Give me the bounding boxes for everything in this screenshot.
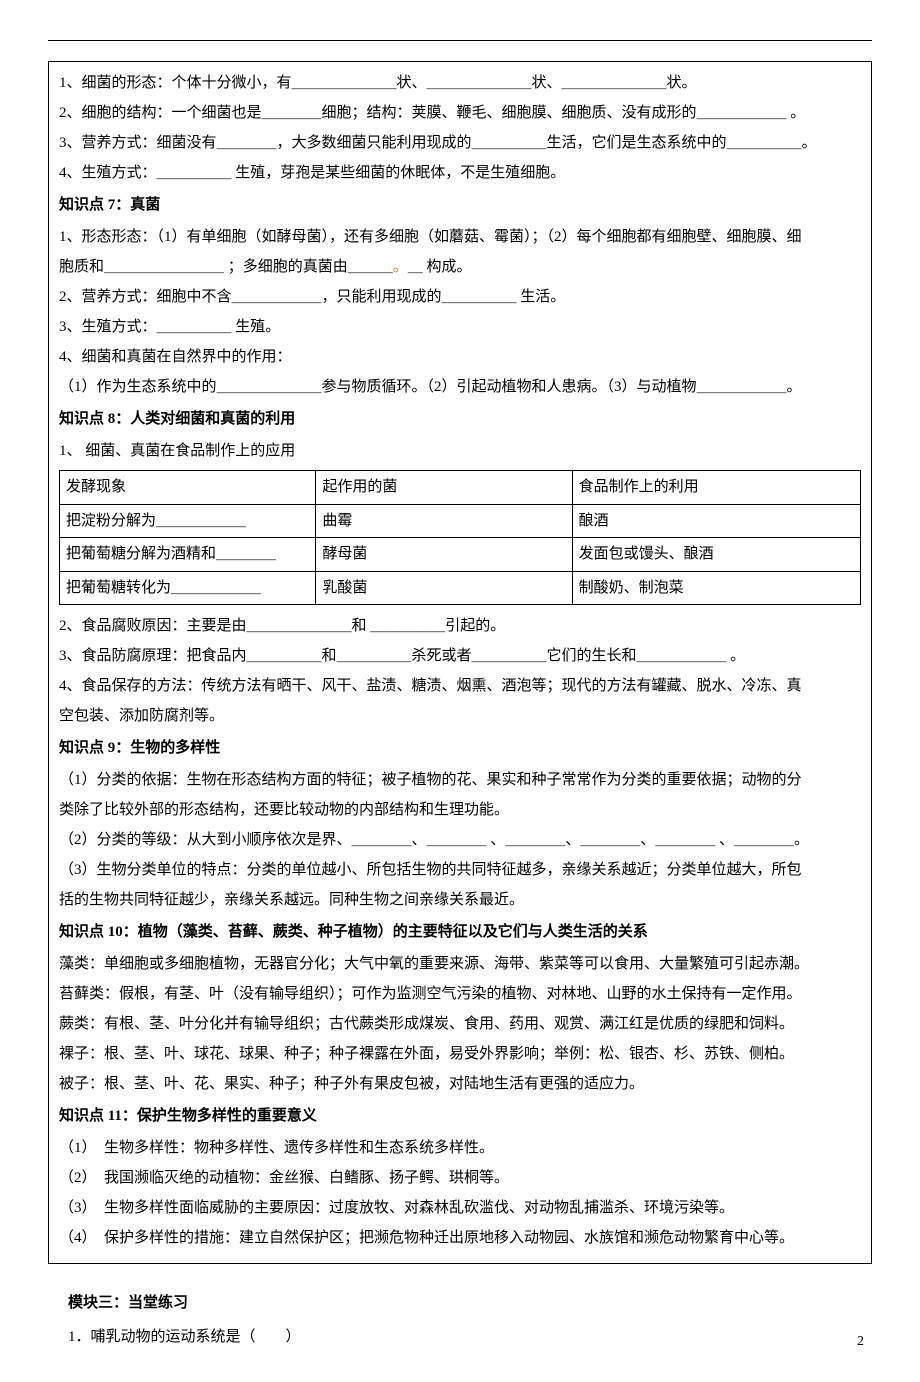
text-line: 苔藓类：假根，有茎、叶（没有输导组织）；可作为监测空气污染的植物、对林地、山野的… (59, 979, 861, 1009)
top-rule (48, 40, 872, 41)
table-cell: 发面包或馒头、酿酒 (572, 538, 860, 572)
text-line: 1、形态形态：（1）有单细胞（如酵母菌），还有多细胞（如蘑菇、霉菌）；（2）每个… (59, 222, 861, 252)
content-box: 1、细菌的形态：个体十分微小，有＿＿＿＿＿＿＿状、＿＿＿＿＿＿＿状、＿＿＿＿＿＿… (48, 61, 872, 1264)
table-header-cell: 起作用的菌 (316, 471, 572, 505)
table-header-cell: 食品制作上的利用 (572, 471, 860, 505)
text-line: 4、生殖方式：＿＿＿＿＿ 生殖，芽孢是某些细菌的休眠体，不是生殖细胞。 (59, 158, 861, 188)
text-line: 胞质和＿＿＿＿＿＿＿＿ ；多细胞的真菌由＿＿＿。＿ 构成。 (59, 252, 861, 282)
page-number: 2 (857, 1328, 864, 1356)
question-1: 1．哺乳动物的运动系统是（ ） (68, 1322, 872, 1352)
text-line: 2、细胞的结构：一个细菌也是＿＿＿＿细胞；结构：荚膜、鞭毛、细胞膜、细胞质、没有… (59, 98, 861, 128)
table-row: 把淀粉分解为＿＿＿＿＿＿ 曲霉 酿酒 (60, 504, 861, 538)
text-line: 2、营养方式：细胞中不含＿＿＿＿＿＿，只能利用现成的＿＿＿＿＿ 生活。 (59, 282, 861, 312)
table-cell: 把葡萄糖转化为＿＿＿＿＿＿ (60, 571, 316, 605)
table-row: 把葡萄糖转化为＿＿＿＿＿＿ 乳酸菌 制酸奶、制泡菜 (60, 571, 861, 605)
text-line: 括的生物共同特征越少，亲缘关系越远。同种生物之间亲缘关系最近。 (59, 885, 861, 915)
table-cell: 乳酸菌 (316, 571, 572, 605)
text-fragment: 胞质和＿＿＿＿＿＿＿＿ ；多细胞的真菌由＿＿＿ (59, 259, 393, 275)
text-line: 蕨类：有根、茎、叶分化并有输导组织；古代蕨类形成煤炭、食用、药用、观赏、满江红是… (59, 1009, 861, 1039)
text-line: 3、食品防腐原理：把食品内＿＿＿＿＿和＿＿＿＿＿杀死或者＿＿＿＿＿它们的生长和＿… (59, 641, 861, 671)
text-line: 3、营养方式：细菌没有＿＿＿＿，大多数细菌只能利用现成的＿＿＿＿＿生活，它们是生… (59, 128, 861, 158)
text-line: 1、 细菌、真菌在食品制作上的应用 (59, 436, 861, 466)
table-cell: 把淀粉分解为＿＿＿＿＿＿ (60, 504, 316, 538)
table-cell: 曲霉 (316, 504, 572, 538)
table-cell: 把葡萄糖分解为酒精和＿＿＿＿ (60, 538, 316, 572)
module-heading: 模块三：当堂练习 (68, 1288, 872, 1318)
text-line: 2、食品腐败原因：主要是由＿＿＿＿＿＿＿和 ＿＿＿＿＿引起的。 (59, 611, 861, 641)
table-cell: 制酸奶、制泡菜 (572, 571, 860, 605)
text-line: 空包装、添加防腐剂等。 (59, 701, 861, 731)
text-line: 4、细菌和真菌在自然界中的作用： (59, 342, 861, 372)
heading-kp8: 知识点 8：人类对细菌和真菌的利用 (59, 404, 861, 434)
table-row: 发酵现象 起作用的菌 食品制作上的利用 (60, 471, 861, 505)
text-line: 藻类：单细胞或多细胞植物，无器官分化；大气中氧的重要来源、海带、紫菜等可以食用、… (59, 949, 861, 979)
heading-kp7: 知识点 7：真菌 (59, 190, 861, 220)
heading-kp10: 知识点 10：植物（藻类、苔藓、蕨类、种子植物）的主要特征以及它们与人类生活的关… (59, 917, 861, 947)
text-line: （2） 我国濒临灭绝的动植物：金丝猴、白鳍豚、扬子鳄、珙桐等。 (59, 1163, 861, 1193)
text-line: （2）分类的等级：从大到小顺序依次是界、＿＿＿＿、＿＿＿＿ 、＿＿＿＿、＿＿＿＿… (59, 825, 861, 855)
text-line: 4、食品保存的方法：传统方法有晒干、风干、盐渍、糖渍、烟熏、酒泡等；现代的方法有… (59, 671, 861, 701)
fermentation-table: 发酵现象 起作用的菌 食品制作上的利用 把淀粉分解为＿＿＿＿＿＿ 曲霉 酿酒 把… (59, 470, 861, 605)
text-line: 被子：根、茎、叶、花、果实、种子；种子外有果皮包被，对陆地生活有更强的适应力。 (59, 1069, 861, 1099)
text-line: （1）作为生态系统中的＿＿＿＿＿＿＿参与物质循环。（2）引起动植物和人患病。（3… (59, 372, 861, 402)
text-line: 1、细菌的形态：个体十分微小，有＿＿＿＿＿＿＿状、＿＿＿＿＿＿＿状、＿＿＿＿＿＿… (59, 68, 861, 98)
text-fragment: ＿ 构成。 (408, 259, 472, 275)
table-cell: 酿酒 (572, 504, 860, 538)
text-line: （3）生物分类单位的特点：分类的单位越小、所包括生物的共同特征越多，亲缘关系越近… (59, 855, 861, 885)
text-line: （1） 生物多样性：物种多样性、遗传多样性和生态系统多样性。 (59, 1133, 861, 1163)
text-line: 3、生殖方式：＿＿＿＿＿ 生殖。 (59, 312, 861, 342)
text-line: 裸子：根、茎、叶、球花、球果、种子；种子裸露在外面，易受外界影响；举例：松、银杏… (59, 1039, 861, 1069)
heading-kp11: 知识点 11：保护生物多样性的重要意义 (59, 1101, 861, 1131)
table-cell: 酵母菌 (316, 538, 572, 572)
heading-kp9: 知识点 9：生物的多样性 (59, 733, 861, 763)
text-line: （1）分类的依据：生物在形态结构方面的特征；被子植物的花、果实和种子常常作为分类… (59, 765, 861, 795)
text-line: 类除了比较外部的形态结构，还要比较动物的内部结构和生理功能。 (59, 795, 861, 825)
text-line: （4） 保护多样性的措施：建立自然保护区；把濒危物种迁出原地移入动物园、水族馆和… (59, 1223, 861, 1253)
marker-dot: 。 (393, 259, 408, 275)
table-row: 把葡萄糖分解为酒精和＿＿＿＿ 酵母菌 发面包或馒头、酿酒 (60, 538, 861, 572)
table-header-cell: 发酵现象 (60, 471, 316, 505)
page: 1、细菌的形态：个体十分微小，有＿＿＿＿＿＿＿状、＿＿＿＿＿＿＿状、＿＿＿＿＿＿… (0, 0, 920, 1382)
text-line: （3） 生物多样性面临威胁的主要原因：过度放牧、对森林乱砍滥伐、对动物乱捕滥杀、… (59, 1193, 861, 1223)
